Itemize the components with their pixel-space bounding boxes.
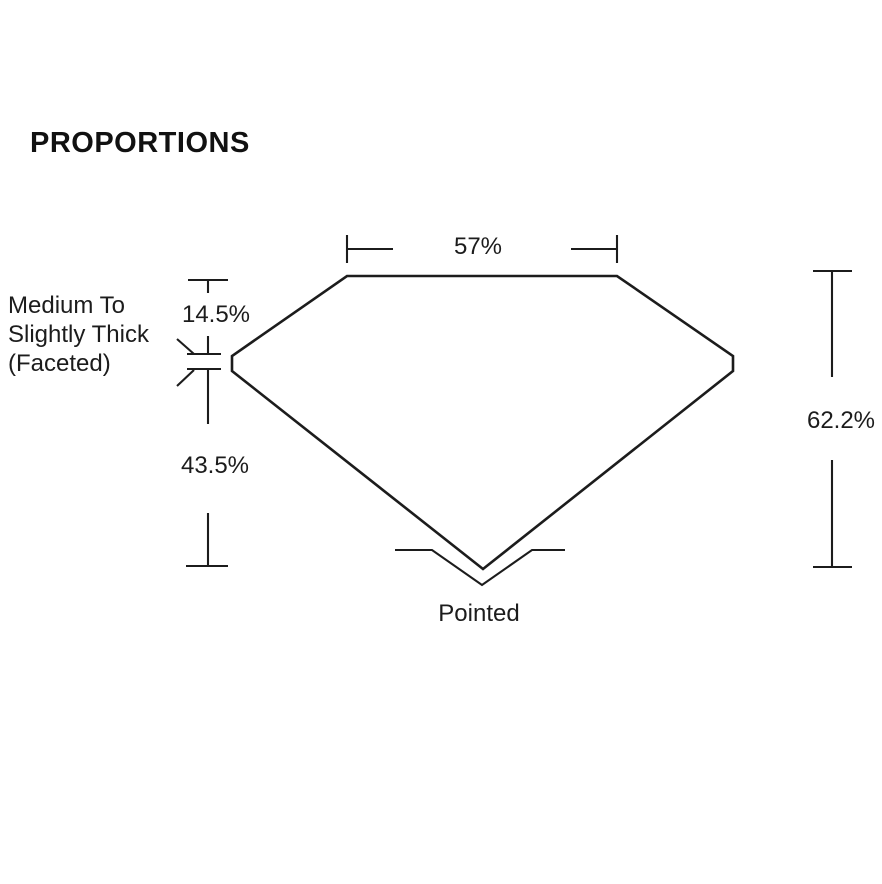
girdle-thickness-label: Medium To Slightly Thick (Faceted) xyxy=(8,291,149,378)
table-width-value: 57% xyxy=(453,233,503,260)
girdle-label-line-2: Slightly Thick xyxy=(8,321,149,348)
girdle-leader-upper xyxy=(176,338,195,355)
girdle-leader-lower xyxy=(176,369,195,387)
culet-pointer-chevron xyxy=(395,548,565,587)
pavilion-depth-value: 43.5% xyxy=(180,452,250,479)
girdle-label-line-1: Medium To xyxy=(8,292,125,319)
culet-label: Pointed xyxy=(438,600,520,627)
girdle-label-line-3: (Faceted) xyxy=(8,350,111,377)
crown-height-value: 14.5% xyxy=(181,301,251,328)
page-title: PROPORTIONS xyxy=(30,127,250,159)
diamond-outline xyxy=(230,274,735,571)
total-depth-value: 62.2% xyxy=(806,407,876,434)
